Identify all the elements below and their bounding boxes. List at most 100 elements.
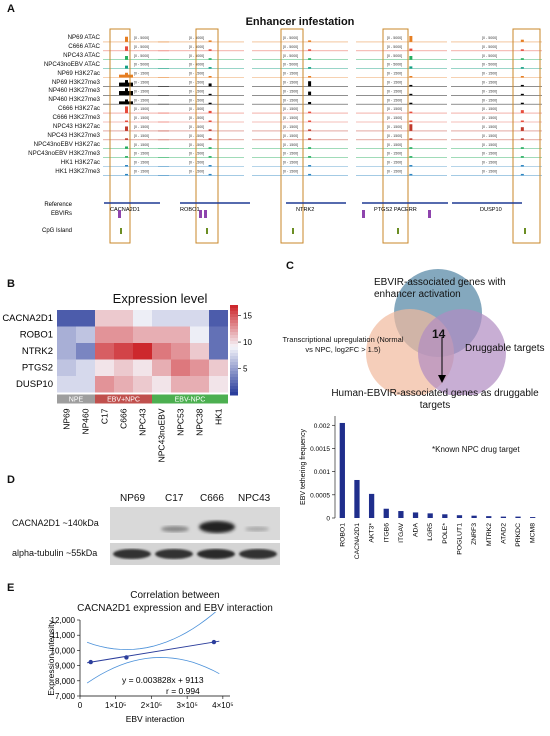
heatmap-cell bbox=[114, 326, 133, 343]
track-scale: [0 - 1500] bbox=[482, 81, 497, 85]
bar bbox=[412, 512, 419, 518]
heatmap-cell bbox=[95, 343, 114, 360]
track-scale: [0 - 1500] bbox=[134, 107, 149, 111]
band-npc43 bbox=[245, 526, 269, 532]
heatmap-cell bbox=[57, 376, 76, 393]
track-scale: [0 - 1500] bbox=[134, 72, 149, 76]
blot-row-label-2: alpha-tubulin ~55kDa bbox=[12, 548, 98, 558]
track-peak bbox=[520, 120, 524, 122]
track-peak bbox=[409, 48, 413, 51]
drug-target-annotation: *Known NPC drug target bbox=[432, 445, 520, 454]
heatmap-cell bbox=[133, 343, 152, 360]
track-peak bbox=[409, 56, 413, 60]
expression-heatmap: CACNA2D1 ROBO1 NTRK2 PTGS2 DUSP10 NPE EBV+NPC E… bbox=[2, 305, 252, 462]
heatmap-cell bbox=[209, 310, 228, 327]
track-scale: [0 - 1500] bbox=[482, 72, 497, 76]
x-tick-label: AKT3* bbox=[369, 523, 376, 543]
heatmap-cell bbox=[190, 343, 209, 360]
heatmap-sample-label: C17 bbox=[100, 408, 110, 424]
colorbar-step bbox=[230, 314, 238, 318]
track-peak bbox=[409, 35, 413, 42]
bar bbox=[530, 517, 536, 518]
y-tick-label: 0.002 bbox=[314, 423, 331, 430]
track-label: C666 ATAC bbox=[68, 42, 100, 50]
heatmap-cell bbox=[171, 310, 190, 327]
x-tick-label: POGLUT1 bbox=[456, 523, 463, 555]
y-axis-label: EBV tethering frequency bbox=[300, 429, 307, 505]
heatmap-sample-label: NPC38 bbox=[195, 408, 205, 436]
enhancer-highlight-box bbox=[382, 28, 409, 244]
track-label: C666 H3K27ac bbox=[58, 105, 100, 113]
track-label: NPC43 H3K27ac bbox=[52, 123, 100, 130]
enhancer-highlight-box bbox=[512, 28, 541, 244]
track-peak bbox=[208, 129, 212, 131]
track-peak bbox=[409, 124, 413, 131]
blot-sample-label: NPC43 bbox=[238, 493, 271, 504]
x-tick-label: ITGB6 bbox=[383, 523, 390, 543]
western-blot bbox=[110, 507, 280, 565]
track-label: NPC43noEBV ATAC bbox=[43, 60, 100, 68]
track-scale: [0 - 5000] bbox=[283, 54, 298, 58]
heatmap-cell bbox=[152, 376, 171, 393]
track-peak bbox=[409, 120, 413, 122]
gene-name: PTGS2 PACERR bbox=[374, 207, 417, 213]
track-peak bbox=[308, 111, 312, 114]
x-tick-label: CACNA2D1 bbox=[354, 523, 361, 559]
track-peak bbox=[409, 173, 413, 176]
x-tick-label: 0 bbox=[78, 701, 83, 710]
cpg-mark bbox=[397, 228, 399, 234]
confidence-band-lower bbox=[86, 657, 220, 684]
heatmap-cell bbox=[152, 310, 171, 327]
heatmap-cell bbox=[95, 310, 114, 327]
colorbar-step bbox=[230, 359, 238, 363]
track-scale: [0 - 1500] bbox=[387, 116, 402, 120]
heatmap-gene-label: PTGS2 bbox=[22, 363, 53, 374]
correlation-r: r = 0.994 bbox=[166, 686, 200, 696]
track-scale: [0 - 1500] bbox=[134, 116, 149, 120]
bar bbox=[515, 516, 521, 518]
heatmap-cell bbox=[57, 310, 76, 327]
track-scale: [0 - 1500] bbox=[189, 143, 204, 147]
data-point bbox=[211, 639, 217, 645]
bottom-row-label: EBVIRs bbox=[51, 211, 72, 217]
heatmap-title: Expression level bbox=[112, 291, 208, 306]
track-peak-spread bbox=[119, 91, 133, 96]
track-scale: [0 - 1500] bbox=[189, 98, 204, 102]
track-scale: [0 - 1500] bbox=[134, 161, 149, 165]
track-scale: [0 - 1500] bbox=[189, 81, 204, 85]
heatmap-cell bbox=[152, 326, 171, 343]
track-label: NPC43noEBV H3K27me3 bbox=[28, 149, 100, 157]
blot-sample-label: C17 bbox=[165, 493, 184, 504]
correlation-title-1: Correlation between bbox=[130, 590, 220, 601]
y-tick-label: 0.0015 bbox=[310, 446, 330, 453]
track-label: NP69 H3K27ac bbox=[57, 69, 100, 77]
track-scale: [0 - 1500] bbox=[189, 107, 204, 111]
track-peak bbox=[125, 138, 128, 140]
track-scale: [0 - 1500] bbox=[387, 107, 402, 111]
track-scale: [0 - 1500] bbox=[134, 89, 149, 93]
track-peak bbox=[208, 67, 212, 69]
heatmap-sample-label: HK1 bbox=[214, 408, 224, 425]
track-scale: [0 - 1500] bbox=[189, 89, 204, 93]
track-label: NPC43 ATAC bbox=[63, 51, 100, 59]
heatmap-cell bbox=[57, 326, 76, 343]
heatmap-cell bbox=[95, 326, 114, 343]
track-peak bbox=[308, 165, 312, 167]
track-scale: [0 - 1500] bbox=[134, 81, 149, 85]
colorbar-step bbox=[230, 344, 238, 348]
track-scale: [0 - 1500] bbox=[482, 161, 497, 165]
track-scale: [0 - 1500] bbox=[189, 125, 204, 129]
heatmap-cell bbox=[57, 359, 76, 376]
track-scale: [0 - 5000] bbox=[189, 36, 204, 40]
colorbar-step bbox=[230, 329, 238, 333]
track-peak-spread bbox=[119, 74, 133, 78]
track-peak bbox=[208, 165, 212, 167]
track-label: HK1 H3K27ac bbox=[60, 158, 100, 166]
heatmap-cell bbox=[133, 376, 152, 393]
track-scale: [0 - 5000] bbox=[134, 63, 149, 67]
heatmap-sample-label: NP460 bbox=[81, 408, 91, 434]
track-scale: [0 - 1500] bbox=[387, 89, 402, 93]
track-peak bbox=[125, 165, 128, 167]
colorbar-step bbox=[230, 368, 238, 372]
track-scale: [0 - 5000] bbox=[387, 54, 402, 58]
